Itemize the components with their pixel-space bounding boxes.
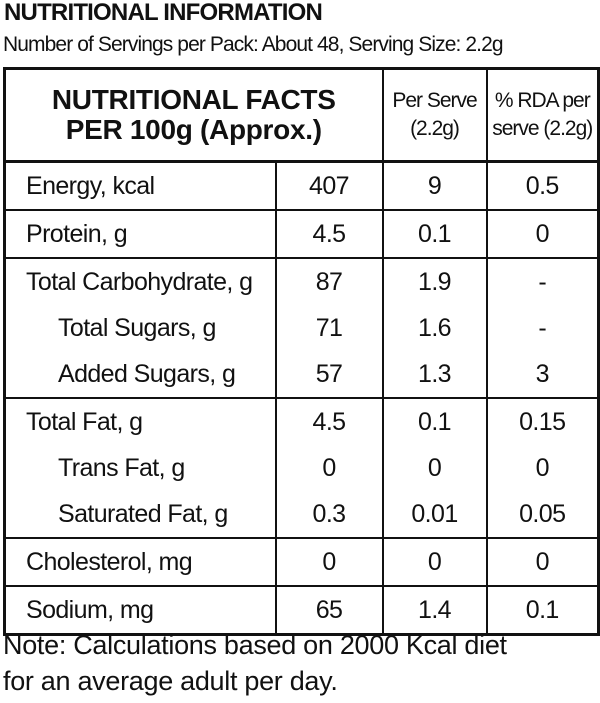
table-row: Cholesterol, mg 0 0 0: [3, 538, 600, 587]
header-row: NUTRITIONAL FACTS PER 100g (Approx.) Per…: [3, 68, 600, 163]
table-row: Sodium, mg 65 1.4 0.1: [3, 586, 600, 635]
nutrient-value: 0.1: [381, 398, 488, 445]
nutrient-value: -: [485, 305, 600, 351]
header-text: (2.2g): [410, 117, 460, 140]
nutrient-value: 71: [274, 305, 384, 351]
nutrient-value: 0: [485, 445, 600, 491]
nutrient-value: 0: [274, 445, 384, 491]
header-text: PER 100g (Approx.): [65, 114, 322, 145]
nutrient-value: 0.3: [274, 491, 384, 539]
nutrient-label: Total Sugars, g: [3, 305, 277, 351]
nutrient-value: 4.5: [274, 398, 384, 445]
nutrient-label: Sodium, mg: [3, 586, 277, 635]
nutrient-value: 0.01: [381, 491, 488, 539]
nutrient-value: 0: [381, 538, 488, 587]
table-row: Saturated Fat, g 0.3 0.01 0.05: [3, 491, 600, 539]
table-row: Added Sugars, g 57 1.3 3: [3, 351, 600, 399]
subtitle: Number of Servings per Pack: About 48, S…: [3, 33, 504, 56]
table-row: Total Sugars, g 71 1.6-: [3, 305, 600, 351]
nutrient-value: 57: [274, 351, 384, 399]
note-line: Note: Calculations based on 2000 Kcal di…: [3, 630, 507, 660]
table-row: Energy, kcal 407 9 0.5: [3, 161, 600, 211]
nutrient-value: 0: [274, 538, 384, 587]
nutrient-value: 0: [485, 210, 600, 259]
nutrient-label: Trans Fat, g: [3, 445, 277, 491]
table-body: NUTRITIONAL FACTS PER 100g (Approx.) Per…: [3, 68, 600, 635]
header-cell: NUTRITIONAL FACTS PER 100g (Approx.): [3, 68, 384, 163]
nutrient-label: Protein, g: [3, 210, 277, 259]
nutrient-value: 3: [485, 351, 600, 399]
nutrient-label: Saturated Fat, g: [3, 491, 277, 539]
header-cell: Per Serve (2.2g): [381, 68, 488, 163]
nutrient-value: 0.5: [485, 161, 600, 211]
note-line: for an average adult per day.: [3, 666, 338, 696]
header-text: serve (2.2g): [492, 117, 593, 140]
header-cell: % RDA per serve (2.2g): [485, 68, 600, 163]
nutrient-value: 1.6: [381, 305, 488, 351]
nutrient-value: 1.3: [381, 351, 488, 399]
title: NUTRITIONAL INFORMATION: [4, 0, 323, 26]
nutrient-value: 65: [274, 586, 384, 635]
nutrient-value: 1.4: [381, 586, 488, 635]
nutrient-value: 0.15: [485, 398, 600, 445]
table-row: Total Carbohydrate, g 87 1.9-: [3, 258, 600, 305]
header-text: Per Serve: [392, 89, 477, 112]
header-text: NUTRITIONAL FACTS: [51, 84, 336, 115]
nutrient-label: Energy, kcal: [3, 161, 277, 211]
nutrient-value: 9: [381, 161, 488, 211]
header-text: % RDA per: [494, 89, 591, 112]
nutrient-value: 1.9: [381, 258, 488, 305]
nutrient-value: -: [485, 258, 600, 305]
nutrient-value: 0.05: [485, 491, 600, 539]
nutrient-value: 87: [274, 258, 384, 305]
nutrient-value: 4.5: [274, 210, 384, 259]
nutrient-value: 0.1: [381, 210, 488, 259]
nutrient-label: Total Fat, g: [3, 398, 277, 445]
nutrient-label: Total Carbohydrate, g: [3, 258, 277, 305]
table-row: Protein, g 4.5 0.1 0: [3, 210, 600, 259]
nutrient-value: 407: [274, 161, 384, 211]
table-row: Total Fat, g 4.5 0.1 0.15: [3, 398, 600, 445]
nutrient-label: Cholesterol, mg: [3, 538, 277, 587]
nutrient-label: Added Sugars, g: [3, 351, 277, 399]
nutrient-value: 0.1: [485, 586, 600, 635]
nutrient-value: 0: [381, 445, 488, 491]
nutrition-table: NUTRITIONAL FACTS PER 100g (Approx.) Per…: [3, 67, 600, 636]
note: Note: Calculations based on 2000 Kcal di…: [3, 627, 507, 699]
nutrient-value: 0: [485, 538, 600, 587]
